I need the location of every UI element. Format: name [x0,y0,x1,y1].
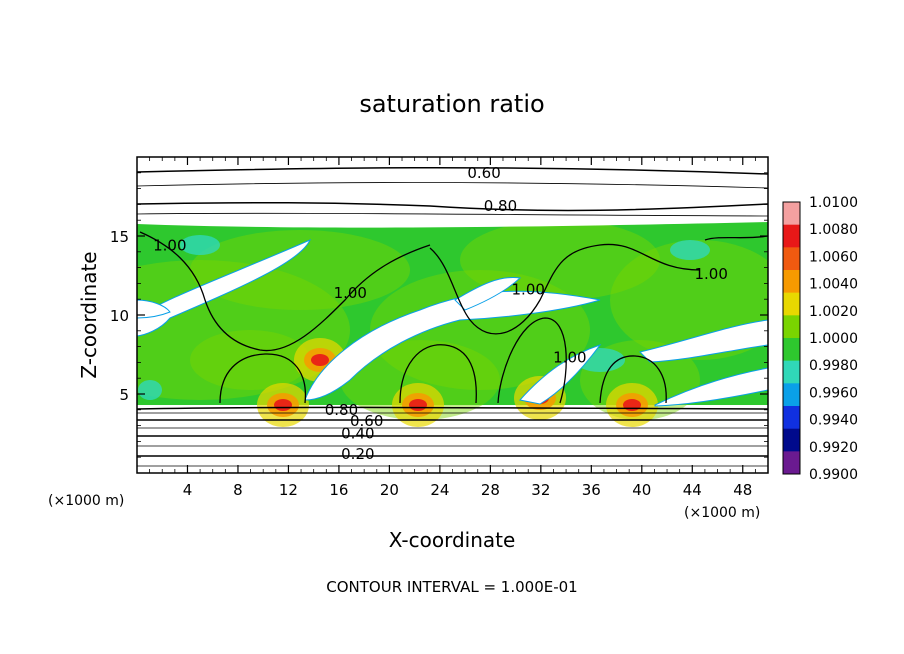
colorbar-swatch [783,224,800,248]
x-tick-label: 48 [733,481,752,499]
y-axis-label: Z-coordinate [77,251,101,378]
subsat-patch [180,235,220,255]
colorbar-swatch [783,338,800,361]
colorbar-swatch [783,270,800,293]
contour-line [429,243,701,335]
chart-title: saturation ratio [359,90,544,118]
colorbar-label: 1.0100 [809,195,858,211]
x-tick-label: 28 [481,481,500,499]
contour-line [137,212,768,217]
contour-label: 1.00 [512,281,545,299]
x-tick-label: 12 [279,481,298,499]
contour-line [137,445,768,447]
colorbar-label: 0.9920 [809,440,858,456]
contour-label: 0.80 [325,401,358,419]
colorbar-swatch [783,428,800,452]
contour-line [137,454,768,458]
contour-line [137,201,768,212]
subsaturated-region [137,239,311,337]
subsat-patch [138,380,162,400]
contour-line [219,353,307,404]
colorbar-swatch [783,315,800,339]
saturation-field [137,157,768,427]
colorbar-swatch [783,247,800,271]
colorbar-label: 1.0060 [809,249,858,265]
colorbar-label: 1.0080 [809,222,858,238]
supersat-patch [274,399,292,411]
contour-label: 0.60 [350,412,383,430]
contour-label: 1.00 [695,265,728,283]
x-tick-label: 32 [531,481,550,499]
supersat-patch [623,399,641,411]
colorbar-swatch [783,451,800,475]
contour-line [137,166,768,175]
x-tick-label: 4 [183,481,193,499]
contour-lines [137,166,768,467]
x-tick-label: 24 [430,481,449,499]
x-tick-label: 36 [582,481,601,499]
y-tick-label: 10 [110,307,129,325]
subsat-patch [670,240,710,260]
contour-line [399,344,477,404]
supersat-patch [311,354,329,366]
contour-line [137,427,768,429]
colorbar-swatch [783,360,800,384]
contour-label: 1.00 [334,284,367,302]
x-axis-ticks: 4 8 12 16 20 24 28 32 36 40 44 48 [149,157,756,499]
y-axis-ticks: 5 10 15 [110,172,768,458]
colorbar-swatch [783,202,800,225]
x-tick-label: 40 [632,481,651,499]
field-patch [190,330,310,390]
field-patch [190,230,410,310]
contour-line [497,317,567,404]
contour-line [599,355,667,404]
colorbar-label: 0.9960 [809,385,858,401]
x-tick-label: 20 [380,481,399,499]
x-unit-label-right: (×1000 m) [684,505,760,521]
contour-label: 1.00 [153,236,186,254]
x-tick-label: 44 [683,481,702,499]
y-tick-label: 15 [110,228,129,246]
contour-line [137,412,768,414]
subsaturated-region [654,367,768,407]
contour-interval-note: CONTOUR INTERVAL = 1.000E-01 [326,578,577,596]
supersat-patch [409,399,427,411]
contour-label: 0.40 [341,425,374,443]
contour-label: 1.00 [553,349,586,367]
colorbar: 1.0100 1.0080 1.0060 1.0040 1.0020 1.0000 0.99… [782,195,858,483]
contour-label: 0.60 [467,164,500,182]
x-tick-label: 16 [329,481,348,499]
subsaturated-region [639,319,768,363]
colorbar-label: 1.0040 [809,277,858,293]
y-tick-label: 5 [119,386,129,404]
x-unit-label-left: (×1000 m) [48,493,124,509]
subsaturated-region [304,290,601,401]
contour-line [704,235,768,241]
contour-label: 0.20 [341,445,374,463]
contour-line [137,465,768,467]
colorbar-swatch [783,383,800,407]
x-axis-label: X-coordinate [389,528,516,552]
subsaturated-region [137,299,171,319]
subsaturated-region [454,276,522,311]
contour-label: 0.80 [484,197,517,215]
colorbar-label: 1.0020 [809,304,858,320]
contour-line [137,434,768,438]
colorbar-label: 0.9900 [809,467,858,483]
colorbar-swatch [783,292,800,316]
colorbar-swatch [783,406,800,429]
contour-line [137,182,768,189]
contour-labels: 0.600.801.001.00 1.001.001.000.800.600.40… [153,164,728,463]
contour-line [137,418,768,422]
colorbar-label: 0.9940 [809,413,858,429]
colorbar-label: 0.9980 [809,358,858,374]
subsaturated-region [519,344,602,405]
field-patch [340,340,500,420]
colorbar-label: 1.0000 [809,331,858,347]
contour-line [139,231,431,352]
contour-line [137,406,768,410]
x-tick-label: 8 [233,481,243,499]
colorbar-frame [782,201,801,475]
